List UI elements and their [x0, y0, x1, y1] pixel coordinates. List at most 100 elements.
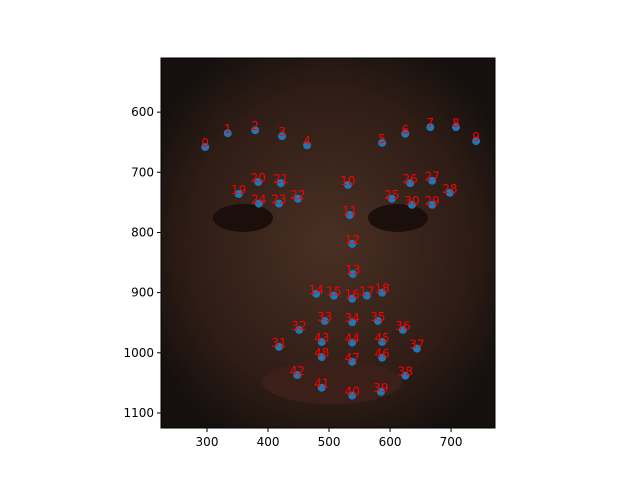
x-tick-label: 300: [196, 435, 219, 449]
point: [348, 294, 357, 303]
point-label: 22: [290, 188, 305, 202]
point-label: 19: [231, 183, 246, 197]
point: [408, 200, 417, 209]
point: [401, 371, 410, 380]
point-label: 0: [201, 136, 209, 150]
point-label: 34: [345, 311, 360, 325]
point-label: 6: [401, 123, 409, 137]
point: [345, 211, 354, 220]
point-label: 5: [378, 132, 386, 146]
point: [275, 199, 284, 208]
point: [234, 189, 243, 198]
point-label: 12: [345, 233, 360, 247]
point-label: 48: [314, 346, 329, 360]
y-tick-label: 600: [131, 105, 154, 119]
point: [428, 176, 437, 185]
point: [412, 344, 421, 353]
point-label: 41: [314, 377, 329, 391]
eye: [368, 204, 428, 232]
point: [445, 188, 454, 197]
point-label: 40: [345, 385, 360, 399]
point-label: 29: [425, 194, 440, 208]
point-label: 10: [340, 174, 355, 188]
point: [348, 391, 357, 400]
point-label: 20: [251, 171, 266, 185]
point-label: 35: [370, 310, 385, 324]
point: [303, 141, 312, 150]
point-label: 44: [345, 332, 360, 346]
point: [451, 123, 460, 132]
point: [223, 129, 232, 138]
point-label: 31: [271, 336, 286, 350]
point-label: 27: [425, 170, 440, 184]
point-label: 18: [374, 282, 389, 296]
point-label: 14: [309, 283, 324, 297]
x-tick-label: 500: [318, 435, 341, 449]
point: [275, 342, 284, 351]
point-label: 24: [251, 193, 266, 207]
point: [317, 353, 326, 362]
eye: [213, 204, 273, 232]
point: [348, 338, 357, 347]
point-label: 33: [317, 310, 332, 324]
point-label: 9: [472, 130, 480, 144]
point: [398, 325, 407, 334]
point: [362, 291, 371, 300]
point: [348, 269, 357, 278]
y-tick-label: 800: [131, 225, 154, 239]
point-label: 8: [452, 116, 460, 130]
point-label: 30: [404, 194, 419, 208]
point-label: 1: [224, 122, 232, 136]
y-tick-label: 700: [131, 165, 154, 179]
y-tick-label: 1000: [123, 346, 154, 360]
point: [278, 132, 287, 141]
point: [343, 180, 352, 189]
point-label: 11: [342, 204, 357, 218]
point: [406, 179, 415, 188]
point-label: 45: [374, 331, 389, 345]
point: [317, 337, 326, 346]
y-tick-label: 1100: [123, 406, 154, 420]
point-label: 25: [384, 188, 399, 202]
point: [276, 179, 285, 188]
point: [320, 316, 329, 325]
point: [201, 143, 210, 152]
point-label: 37: [409, 338, 424, 352]
point-label: 16: [345, 288, 360, 302]
point-label: 28: [442, 182, 457, 196]
point: [378, 353, 387, 362]
point: [426, 123, 435, 132]
point-label: 21: [273, 172, 288, 186]
point: [472, 137, 481, 146]
point: [348, 318, 357, 327]
point-label: 15: [326, 285, 341, 299]
point: [293, 371, 302, 380]
point-label: 32: [291, 319, 306, 333]
point: [317, 383, 326, 392]
x-tick-label: 700: [440, 435, 463, 449]
point-label: 3: [278, 125, 286, 139]
point: [293, 194, 302, 203]
mouth: [262, 360, 402, 404]
point: [373, 316, 382, 325]
x-tick-label: 600: [379, 435, 402, 449]
point-label: 47: [345, 351, 360, 365]
point: [428, 200, 437, 209]
point-label: 7: [427, 116, 435, 130]
point-label: 36: [395, 319, 410, 333]
point-label: 42: [290, 364, 305, 378]
point-label: 23: [271, 193, 286, 207]
axes-frame: [160, 57, 496, 429]
point-label: 2: [251, 119, 259, 133]
point: [329, 291, 338, 300]
point: [378, 138, 387, 147]
point: [348, 357, 357, 366]
point-label: 26: [403, 172, 418, 186]
point-label: 46: [374, 347, 389, 361]
point: [376, 387, 385, 396]
point: [378, 337, 387, 346]
point: [254, 199, 263, 208]
point-label: 13: [345, 263, 360, 277]
point-label: 38: [398, 365, 413, 379]
